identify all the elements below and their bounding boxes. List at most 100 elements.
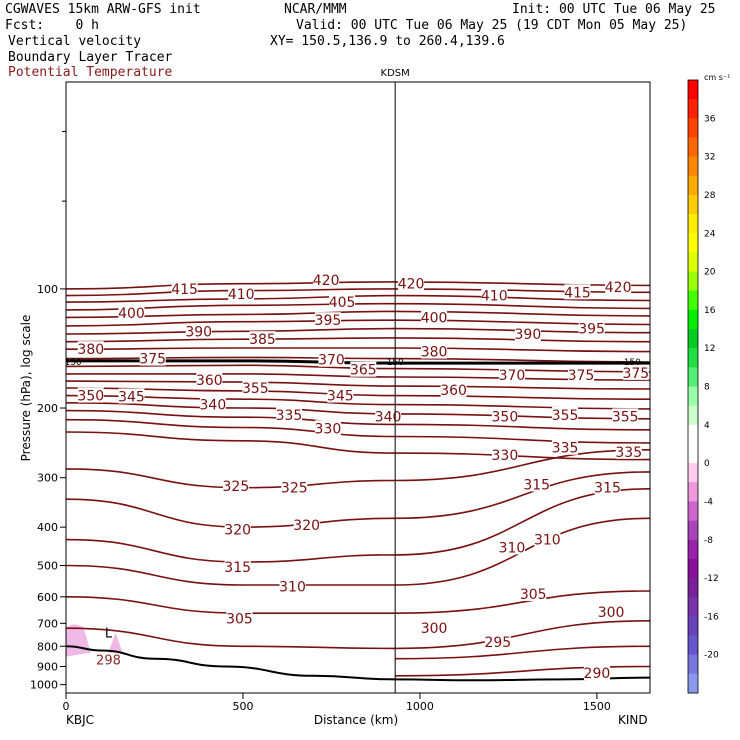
header-model: CGWAVES 15km ARW-GFS init <box>5 2 201 17</box>
contour-label-bg <box>318 351 345 367</box>
colorbar-swatch <box>688 635 698 655</box>
isentrope-330 <box>65 431 651 461</box>
contour-label: 395 <box>315 313 342 329</box>
contour-label: 325 <box>281 481 308 497</box>
pbl-tracer-fill <box>108 632 123 653</box>
contour-label: 310 <box>534 533 561 549</box>
contour-label: 375 <box>139 352 166 368</box>
contour-label-bg <box>313 272 340 288</box>
contour-label: 345 <box>327 389 354 405</box>
contour-label-bg <box>275 406 302 422</box>
colorbar-swatch <box>688 673 698 694</box>
contour-label: 350 <box>492 409 519 425</box>
contour-label-bg <box>171 280 198 296</box>
isentrope-290 <box>395 665 651 677</box>
contour-label: 380 <box>421 345 448 361</box>
isentrope-365 <box>65 373 651 381</box>
contour-label-bg <box>228 285 255 301</box>
contour-label: 295 <box>484 635 511 651</box>
contour-label-bg <box>199 396 226 412</box>
contour-label: 320 <box>293 518 320 534</box>
y-tick-label: 800 <box>37 640 58 653</box>
header-xy: XY= 150.5,136.9 to 260.4,139.6 <box>270 34 505 49</box>
contour-label-bg <box>583 665 610 681</box>
colorbar-swatch <box>688 520 698 541</box>
contour-label: 340 <box>200 398 227 414</box>
colorbar-label: -16 <box>704 612 719 622</box>
contour-label: 410 <box>228 287 255 303</box>
plot-frame <box>65 81 651 694</box>
colorbar-swatch <box>688 501 698 521</box>
header-valid: Valid: 00 UTC Tue 06 May 25 (19 CDT Mon … <box>296 18 688 33</box>
colorbar-swatch <box>688 175 698 196</box>
contour-label-bg <box>77 387 104 403</box>
isentrope-395 <box>65 319 651 327</box>
contour-label: 375 <box>568 368 595 384</box>
y-tick-label: 400 <box>37 521 58 534</box>
colorbar-swatch <box>688 214 698 234</box>
header-field1: Vertical velocity <box>8 34 142 49</box>
contour-label-bg <box>398 275 425 291</box>
contour-label: 385 <box>249 332 276 348</box>
contour-label-bg <box>249 331 276 347</box>
colorbar-swatch <box>688 616 698 636</box>
contour-label-bg <box>77 341 104 357</box>
station-label-kdsm: KDSM <box>381 68 410 79</box>
isentrope-405 <box>65 302 651 311</box>
isentrope-315 <box>65 488 651 563</box>
contour-label-bg <box>222 478 249 494</box>
contour-label: 310 <box>499 540 526 556</box>
y-tick-label: 500 <box>37 559 58 572</box>
y-tick-label: 300 <box>37 472 58 485</box>
contour-label: 400 <box>421 310 448 326</box>
colorbar-label: 36 <box>704 114 716 124</box>
contour-label-bg <box>314 312 341 328</box>
contour-label-bg <box>440 381 467 397</box>
contour-label-bg <box>491 408 518 424</box>
isentrope-370 <box>65 364 651 373</box>
contour-label: 390 <box>515 327 542 343</box>
y-tick-label: 100 <box>37 283 58 296</box>
contour-label-bg <box>281 479 308 495</box>
header-field2: Boundary Layer Tracer <box>8 50 173 65</box>
contour-label: 410 <box>481 289 508 305</box>
x-tick-label: 0 <box>63 700 70 713</box>
tropopause-label: 150 <box>64 358 81 368</box>
colorbar-swatch <box>688 578 698 598</box>
contour-label-bg <box>612 408 639 424</box>
colorbar-swatch <box>688 558 698 579</box>
contour-label-bg <box>139 350 166 366</box>
colorbar-swatch <box>688 329 698 349</box>
contour-label: 355 <box>552 408 579 424</box>
tropopause-label: 150 <box>624 358 641 368</box>
contour-label: 310 <box>279 579 306 595</box>
colorbar-label: -8 <box>704 536 713 546</box>
y-tick-label: 1000 <box>30 679 58 692</box>
contour-label-bg <box>481 287 508 303</box>
contour-label: 415 <box>564 285 591 301</box>
contour-label-bg <box>578 320 605 336</box>
colorbar-swatch <box>688 654 698 675</box>
colorbar-label: 0 <box>704 459 710 469</box>
contour-label: 300 <box>598 605 625 621</box>
contour-label: 375 <box>622 366 649 382</box>
contour-label: 420 <box>398 277 425 293</box>
colorbar-label: 20 <box>704 268 716 278</box>
contour-label: 315 <box>224 560 251 576</box>
colorbar-label: 28 <box>704 191 716 201</box>
x-axis-title: Distance (km) <box>314 713 398 727</box>
colorbar-label: 32 <box>704 153 715 163</box>
isentrope-325 <box>65 449 651 489</box>
contour-label: 305 <box>226 611 253 627</box>
y-axis-title: Pressure (hPa), log scale <box>19 315 33 462</box>
contour-label: 345 <box>118 389 145 405</box>
isentrope-385 <box>65 337 651 343</box>
contour-label-bg <box>523 476 550 492</box>
x-tick-label: 500 <box>232 700 253 713</box>
contour-label: 350 <box>77 389 104 405</box>
contour-label-bg <box>564 284 591 300</box>
contour-label-bg <box>375 408 402 424</box>
contour-label: 315 <box>523 477 550 493</box>
contour-label-bg <box>552 406 579 422</box>
